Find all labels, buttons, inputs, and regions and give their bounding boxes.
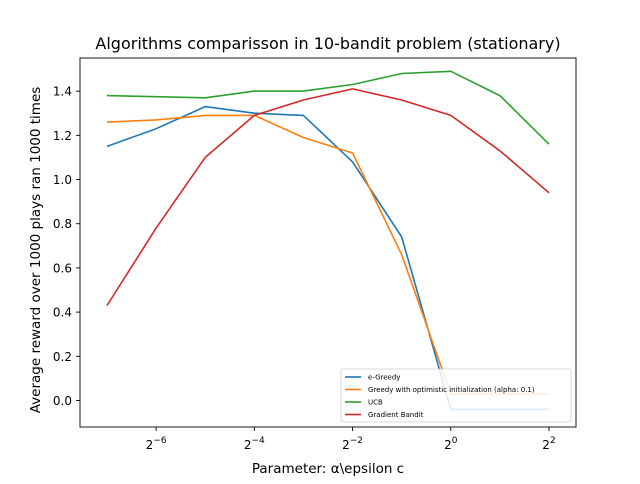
x-tick-label: 20 xyxy=(444,436,458,452)
x-tick-label: 22 xyxy=(542,436,555,452)
plot-frame xyxy=(79,57,577,428)
legend-box xyxy=(340,368,572,423)
y-tick-label: 1.4 xyxy=(53,85,72,99)
legend: e-Greedy Greedy with optimistic initializ… xyxy=(340,368,572,423)
y-tick-label: 1.2 xyxy=(53,129,72,143)
y-tick-label: 0.0 xyxy=(53,394,72,408)
y-tick-label: 0.4 xyxy=(53,306,72,320)
series-line-3 xyxy=(106,88,550,306)
legend-label-2: UCB xyxy=(368,399,383,407)
x-tick-label: 2−4 xyxy=(244,436,265,452)
x-axis-label: Parameter: α\epsilon c xyxy=(252,461,404,477)
series-line-2 xyxy=(106,70,550,145)
legend-label-0: e-Greedy xyxy=(368,374,400,382)
legend-label-3: Gradient Bandit xyxy=(368,411,424,419)
chart-title: Algorithms comparisson in 10-bandit prob… xyxy=(95,34,560,53)
legend-label-1: Greedy with optimistic initialization (a… xyxy=(368,386,535,394)
y-axis-label: Average reward over 1000 plays ran 1000 … xyxy=(28,87,44,414)
x-tick-label: 2−6 xyxy=(146,436,167,452)
axis-layer: 2−6 2−4 2−2 20 22 0.0 0.2 0.4 0.6 0.8 1.0 1.2 1.4 xyxy=(53,57,577,452)
y-tick-label: 0.2 xyxy=(53,350,72,364)
y-tick-label: 1.0 xyxy=(53,173,72,187)
y-tick-label: 0.6 xyxy=(53,261,72,275)
y-tick-label: 0.8 xyxy=(53,217,72,231)
x-tick-label: 2−2 xyxy=(342,436,363,452)
